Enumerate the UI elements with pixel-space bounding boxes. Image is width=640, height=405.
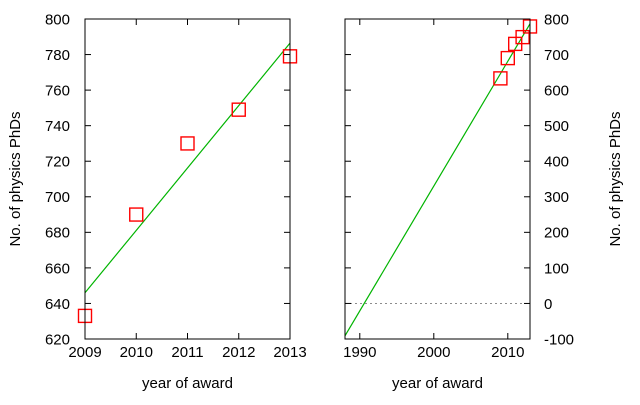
- x-axis-label: year of award: [392, 375, 483, 392]
- y-tick-label: 740: [45, 118, 70, 135]
- y-tick-label: 300: [544, 189, 569, 206]
- y-tick-label: 700: [45, 189, 70, 206]
- y-tick-label: 700: [544, 47, 569, 64]
- y-tick-label: 800: [45, 11, 70, 28]
- y-tick-label: 760: [45, 83, 70, 100]
- y-tick-label: 800: [544, 11, 569, 28]
- x-tick-label: 2000: [417, 344, 450, 361]
- y-tick-label: -100: [544, 331, 574, 348]
- data-point: [500, 50, 515, 66]
- y-tick-label: 0: [544, 296, 552, 313]
- data-point: [180, 136, 195, 151]
- y-tick-label: 660: [45, 260, 70, 277]
- y-tick-label: 200: [544, 225, 569, 242]
- x-tick-label: 2011: [171, 344, 203, 361]
- y-tick-label: 680: [45, 225, 70, 242]
- y-axis-label: No. of physics PhDs: [7, 111, 24, 246]
- data-point: [231, 102, 246, 117]
- y-tick-label: 400: [544, 154, 569, 171]
- y-tick-label: 720: [45, 154, 70, 171]
- x-axis-label: year of award: [142, 375, 233, 392]
- fit-line: [344, 23, 531, 337]
- fit-line: [84, 42, 291, 294]
- data-point: [493, 71, 508, 86]
- y-tick-label: 100: [544, 260, 569, 277]
- plot-border: [84, 18, 291, 340]
- x-tick-label: 2009: [68, 344, 101, 361]
- y-tick-label: 620: [45, 331, 70, 348]
- y-tick-label: 780: [45, 47, 70, 64]
- plot-border: [344, 18, 531, 340]
- y-tick-label: 640: [45, 296, 70, 313]
- x-tick-label: 2010: [120, 344, 153, 361]
- data-point: [515, 29, 530, 45]
- x-tick-label: 1990: [343, 344, 376, 361]
- y-tick-label: 600: [544, 83, 569, 100]
- y-tick-label: 500: [544, 118, 569, 135]
- x-tick-label: 2013: [273, 344, 306, 361]
- x-tick-label: 2012: [222, 344, 255, 361]
- x-tick-label: 2010: [491, 344, 524, 361]
- y-axis-label: No. of physics PhDs: [607, 111, 624, 246]
- data-point: [129, 207, 144, 222]
